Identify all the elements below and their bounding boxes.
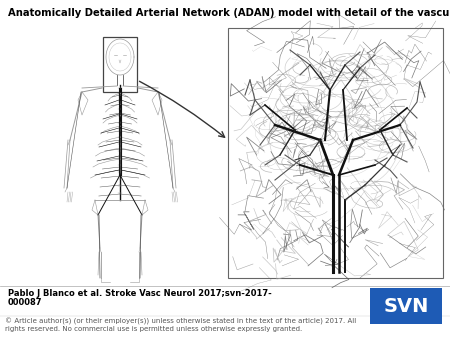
Text: © Article author(s) (or their employer(s)) unless otherwise stated in the text o: © Article author(s) (or their employer(s… [5,318,356,332]
Bar [103,37,137,92]
Bar [228,28,443,278]
Text: Anatomically Detailed Arterial Network (ADAN) model with detail of the vasculatu: Anatomically Detailed Arterial Network (… [8,8,450,18]
Text: SVN: SVN [383,296,429,315]
Text: 000087: 000087 [8,298,42,307]
Bar [370,288,442,324]
Text: Pablo J Blanco et al. Stroke Vasc Neurol 2017;svn-2017-: Pablo J Blanco et al. Stroke Vasc Neurol… [8,289,272,298]
